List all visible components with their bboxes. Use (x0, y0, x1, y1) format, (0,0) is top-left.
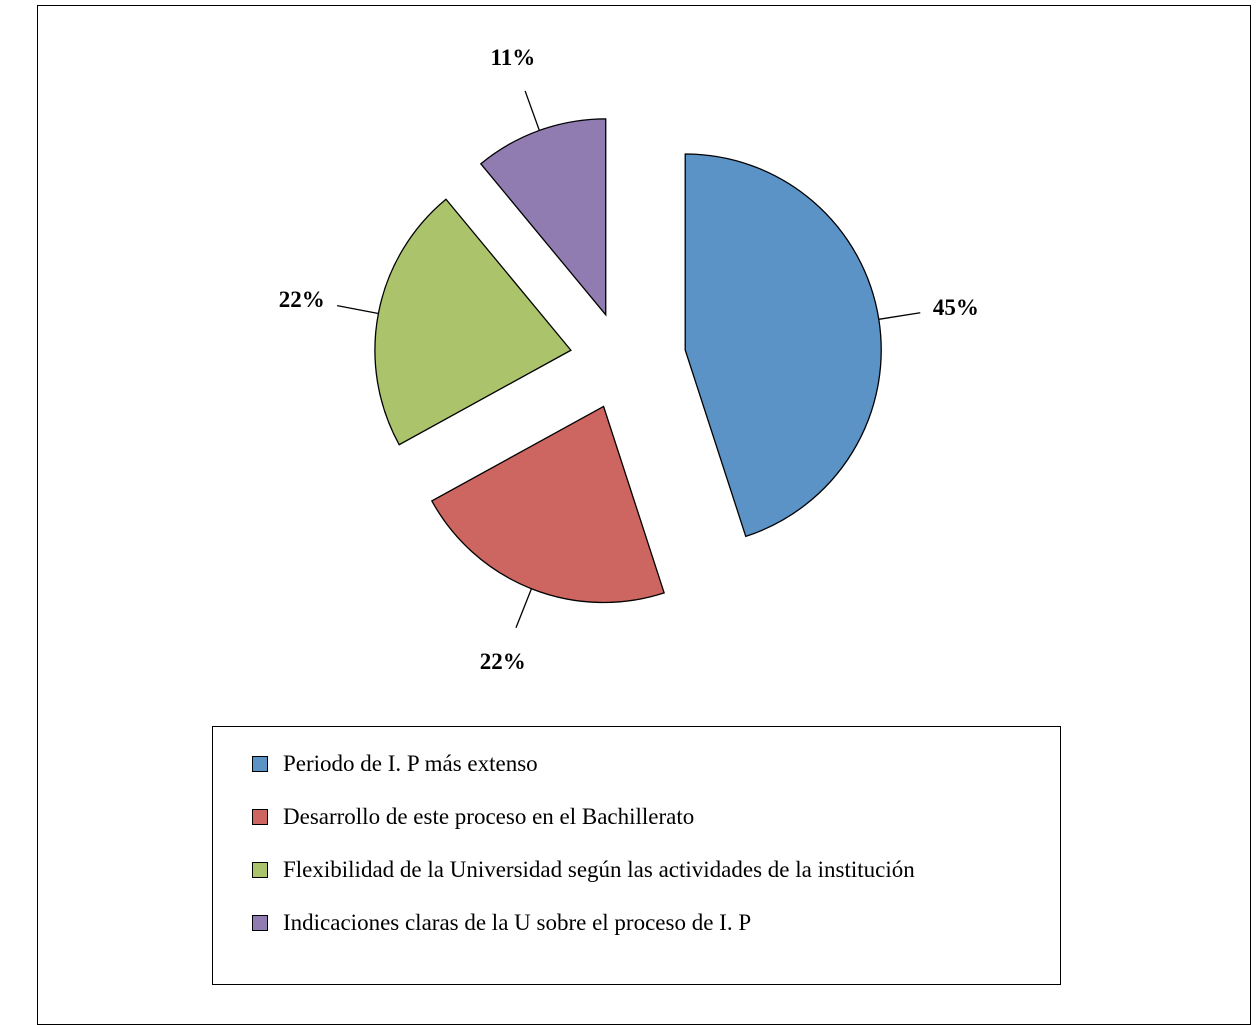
data-label-flexibilidad: 22% (279, 287, 325, 312)
legend-item-desarrollo: Desarrollo de este proceso en el Bachill… (252, 804, 694, 830)
legend-label: Flexibilidad de la Universidad según las… (283, 857, 915, 882)
legend-swatch (252, 862, 268, 878)
leader-lines (337, 90, 921, 629)
legend-swatch (252, 809, 268, 825)
data-label-desarrollo: 22% (480, 649, 526, 674)
legend-item-indicaciones: Indicaciones claras de la U sobre el pro… (252, 910, 751, 936)
data-label-periodo: 45% (933, 295, 979, 320)
legend-swatch (252, 756, 268, 772)
legend-label: Periodo de I. P más extenso (283, 751, 538, 776)
legend-item-periodo: Periodo de I. P más extenso (252, 751, 538, 777)
slice-periodo (684, 153, 882, 538)
leader-line (878, 312, 921, 320)
leader-line (524, 90, 540, 131)
data-labels: 45% 22% 22% 11% (279, 45, 979, 674)
pie-slices (374, 118, 882, 604)
legend: Periodo de I. P más extenso Desarrollo d… (212, 726, 1061, 985)
legend-item-flexibilidad: Flexibilidad de la Universidad según las… (252, 857, 915, 883)
leader-line (515, 588, 533, 629)
legend-swatch (252, 915, 268, 931)
slice-desarrollo (430, 405, 665, 604)
data-label-indicaciones: 11% (491, 45, 536, 70)
legend-label: Indicaciones claras de la U sobre el pro… (283, 910, 752, 935)
leader-line (337, 305, 379, 315)
slice-flexibilidad (374, 198, 572, 446)
legend-label: Desarrollo de este proceso en el Bachill… (283, 804, 695, 829)
